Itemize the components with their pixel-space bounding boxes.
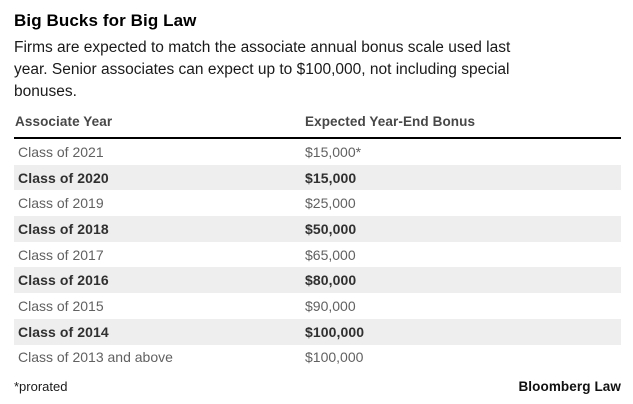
table-row: Class of 2021 $15,000* xyxy=(14,139,621,165)
chart-footer: *prorated Bloomberg Law xyxy=(14,379,621,394)
year-cell: Class of 2014 xyxy=(18,323,109,340)
page-title: Big Bucks for Big Law xyxy=(14,11,197,30)
source-logo: Bloomberg Law xyxy=(518,379,621,395)
bonus-cell: $50,000 xyxy=(305,220,357,237)
column-header-associate-year: Associate Year xyxy=(15,114,113,129)
bonus-cell: $25,000 xyxy=(305,195,356,212)
column-header-expected-bonus: Expected Year-End Bonus xyxy=(305,114,476,129)
table-row: Class of 2016 $80,000 xyxy=(14,267,621,294)
year-cell: Class of 2016 xyxy=(18,272,109,289)
subtitle-line: Firms are expected to match the associat… xyxy=(14,39,511,56)
year-cell: Class of 2015 xyxy=(18,297,104,314)
chart-subtitle: Firms are expected to match the associat… xyxy=(14,37,621,103)
subtitle-line: bonuses. xyxy=(14,83,77,100)
subtitle-line: year. Senior associates can expect up to… xyxy=(14,61,510,78)
bonus-table: Associate Year Expected Year-End Bonus C… xyxy=(14,106,621,370)
table-row: Class of 2018 $50,000 xyxy=(14,216,621,242)
bonus-cell: $15,000 xyxy=(305,169,357,186)
year-cell: Class of 2018 xyxy=(18,220,109,237)
table-row: Class of 2019 $25,000 xyxy=(14,190,621,216)
year-cell: Class of 2017 xyxy=(18,246,104,263)
bonus-cell: $15,000* xyxy=(305,143,362,160)
bonus-cell: $90,000 xyxy=(305,297,356,314)
table-row: Class of 2013 and above $100,000 xyxy=(14,345,621,371)
year-cell: Class of 2013 and above xyxy=(18,349,173,366)
table-header-row: Associate Year Expected Year-End Bonus xyxy=(14,106,621,139)
footnote: *prorated xyxy=(14,379,68,395)
year-cell: Class of 2020 xyxy=(18,169,109,186)
table-row: Class of 2017 $65,000 xyxy=(14,242,621,268)
year-cell: Class of 2019 xyxy=(18,195,104,212)
bonus-cell: $100,000 xyxy=(305,349,364,366)
bonus-cell: $65,000 xyxy=(305,246,356,263)
year-cell: Class of 2021 xyxy=(18,143,104,160)
table-body: Class of 2021 $15,000* Class of 2020 $15… xyxy=(14,139,621,370)
table-row: Class of 2014 $100,000 xyxy=(14,318,621,345)
bonus-cell: $100,000 xyxy=(305,323,365,340)
table-row: Class of 2020 $15,000 xyxy=(14,164,621,191)
table-row: Class of 2015 $90,000 xyxy=(14,293,621,319)
bonus-cell: $80,000 xyxy=(305,272,357,289)
